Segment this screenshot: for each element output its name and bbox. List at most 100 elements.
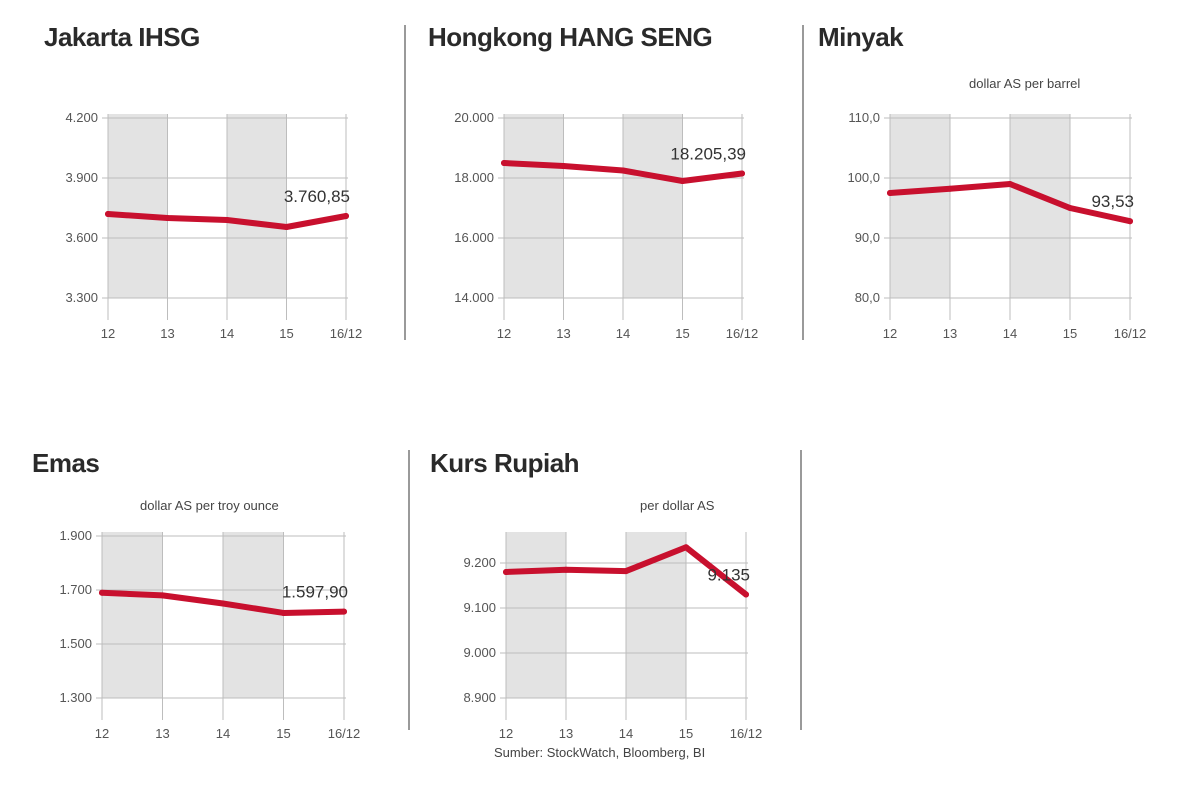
panel-divider — [802, 25, 804, 340]
chart-title: Minyak — [818, 22, 904, 52]
data-point — [105, 211, 111, 217]
chart-svg: 14.000 16.000 18.000 20.000 12 13 14 15 16/12 18.… — [454, 110, 759, 341]
data-point — [283, 224, 290, 230]
shaded-band — [623, 114, 683, 298]
data-point — [99, 589, 105, 596]
data-point — [1127, 218, 1133, 225]
x-tick-label: 15 — [279, 326, 293, 341]
chart-title: Kurs Rupiah — [430, 448, 580, 478]
x-tick-label: 14 — [216, 726, 230, 741]
x-tick-label: 14 — [619, 726, 633, 741]
y-tick-label: 90,0 — [855, 230, 880, 245]
data-point — [563, 566, 569, 573]
shaded-band — [227, 114, 287, 298]
chart-title: Hongkong HANG SENG — [428, 22, 713, 52]
x-tick-label: 14 — [616, 326, 630, 341]
data-point — [220, 600, 226, 607]
x-tick-label: 15 — [675, 326, 689, 341]
x-tick-label: 12 — [883, 326, 897, 341]
value-annotation: 1.597,90 — [282, 583, 348, 602]
panel-divider — [800, 450, 802, 730]
data-point — [164, 215, 171, 221]
y-tick-label: 80,0 — [855, 290, 880, 305]
x-tick-label: 13 — [155, 726, 169, 741]
value-annotation: 9.135 — [707, 566, 750, 585]
chart-title: Jakarta IHSG — [44, 22, 200, 52]
x-tick-label: 14 — [220, 326, 234, 341]
data-point — [343, 213, 349, 219]
x-tick-label: 15 — [679, 726, 693, 741]
y-tick-label: 1.500 — [59, 636, 92, 651]
chart-svg: 8.900 9.000 9.100 9.200 12 13 14 15 16/12 9.135 — [463, 532, 763, 741]
value-annotation: 93,53 — [1091, 192, 1134, 211]
x-tick-label: 13 — [559, 726, 573, 741]
data-point — [560, 163, 567, 169]
shaded-band — [223, 532, 284, 698]
y-tick-label: 18.000 — [454, 170, 494, 185]
x-tick-label: 14 — [1003, 326, 1017, 341]
y-tick-label: 9.100 — [463, 600, 496, 615]
x-tick-label: 16/12 — [730, 726, 763, 741]
value-annotation: 3.760,85 — [284, 187, 350, 206]
data-point — [1007, 181, 1013, 187]
y-tick-label: 3.300 — [65, 290, 98, 305]
y-tick-label: 16.000 — [454, 230, 494, 245]
chart-unit: dollar AS per barrel — [969, 76, 1081, 91]
y-tick-label: 110,0 — [848, 110, 880, 125]
chart-svg: 80,0 90,0 100,0 110,0 12 13 14 15 16/12 93,53 — [847, 110, 1147, 341]
x-tick-label: 16/12 — [726, 326, 759, 341]
chart-panel-hang-seng: Hongkong HANG SENG 14.000 16.000 18.000 20.… — [414, 22, 784, 372]
y-tick-label: 20.000 — [454, 110, 494, 125]
data-point — [679, 178, 686, 184]
chart-unit: dollar AS per troy ounce — [140, 498, 279, 513]
x-tick-label: 15 — [1063, 326, 1077, 341]
data-point — [947, 185, 953, 192]
chart-svg: 3.300 3.600 3.900 4.200 12 13 14 15 16/12 3.760,8… — [65, 110, 363, 341]
x-tick-label: 12 — [95, 726, 109, 741]
data-point — [623, 568, 629, 575]
y-tick-label: 100,0 — [847, 170, 880, 185]
data-point — [1067, 205, 1073, 211]
data-point — [743, 591, 749, 598]
shaded-band — [890, 114, 950, 298]
y-tick-label: 8.900 — [463, 690, 496, 705]
x-tick-label: 16/12 — [330, 326, 363, 341]
y-tick-label: 1.300 — [59, 690, 92, 705]
chart-unit: per dollar AS — [640, 498, 715, 513]
chart-svg: 1.300 1.500 1.700 1.900 12 13 14 15 16/12 1.597,9… — [59, 528, 361, 741]
data-point — [159, 592, 166, 599]
shaded-band — [102, 532, 163, 698]
shaded-band — [504, 114, 564, 298]
y-tick-label: 3.600 — [65, 230, 98, 245]
source-note: Sumber: StockWatch, Bloomberg, BI — [494, 745, 706, 760]
x-tick-label: 15 — [276, 726, 290, 741]
data-point — [620, 167, 626, 174]
x-tick-label: 12 — [497, 326, 511, 341]
panel-divider — [408, 450, 410, 730]
x-tick-label: 13 — [556, 326, 570, 341]
data-point — [739, 170, 745, 177]
x-tick-label: 12 — [101, 326, 115, 341]
chart-title: Emas — [32, 448, 100, 478]
y-tick-label: 3.900 — [65, 170, 98, 185]
data-point — [224, 217, 230, 223]
chart-panel-minyak: Minyak dollar AS per barrel 80,0 90,0 100,… — [804, 22, 1174, 372]
y-tick-label: 1.900 — [59, 528, 92, 543]
y-tick-label: 1.700 — [59, 582, 92, 597]
data-point — [683, 544, 689, 551]
y-tick-label: 14.000 — [454, 290, 494, 305]
chart-panel-emas: Emas dollar AS per troy ounce 1.300 1.500… — [18, 448, 388, 798]
data-point — [887, 190, 893, 196]
y-tick-label: 4.200 — [65, 110, 98, 125]
chart-panel-kurs-rupiah: Kurs Rupiah per dollar AS 8.900 9.000 9.10… — [416, 448, 786, 798]
y-tick-label: 9.000 — [463, 645, 496, 660]
shaded-band — [506, 532, 566, 698]
data-point — [280, 609, 287, 616]
value-annotation: 18.205,39 — [670, 145, 746, 164]
data-point — [503, 569, 509, 575]
panel-divider — [404, 25, 406, 340]
x-tick-label: 13 — [160, 326, 174, 341]
shaded-band — [108, 114, 168, 298]
x-tick-label: 16/12 — [1114, 326, 1147, 341]
x-tick-label: 16/12 — [328, 726, 361, 741]
